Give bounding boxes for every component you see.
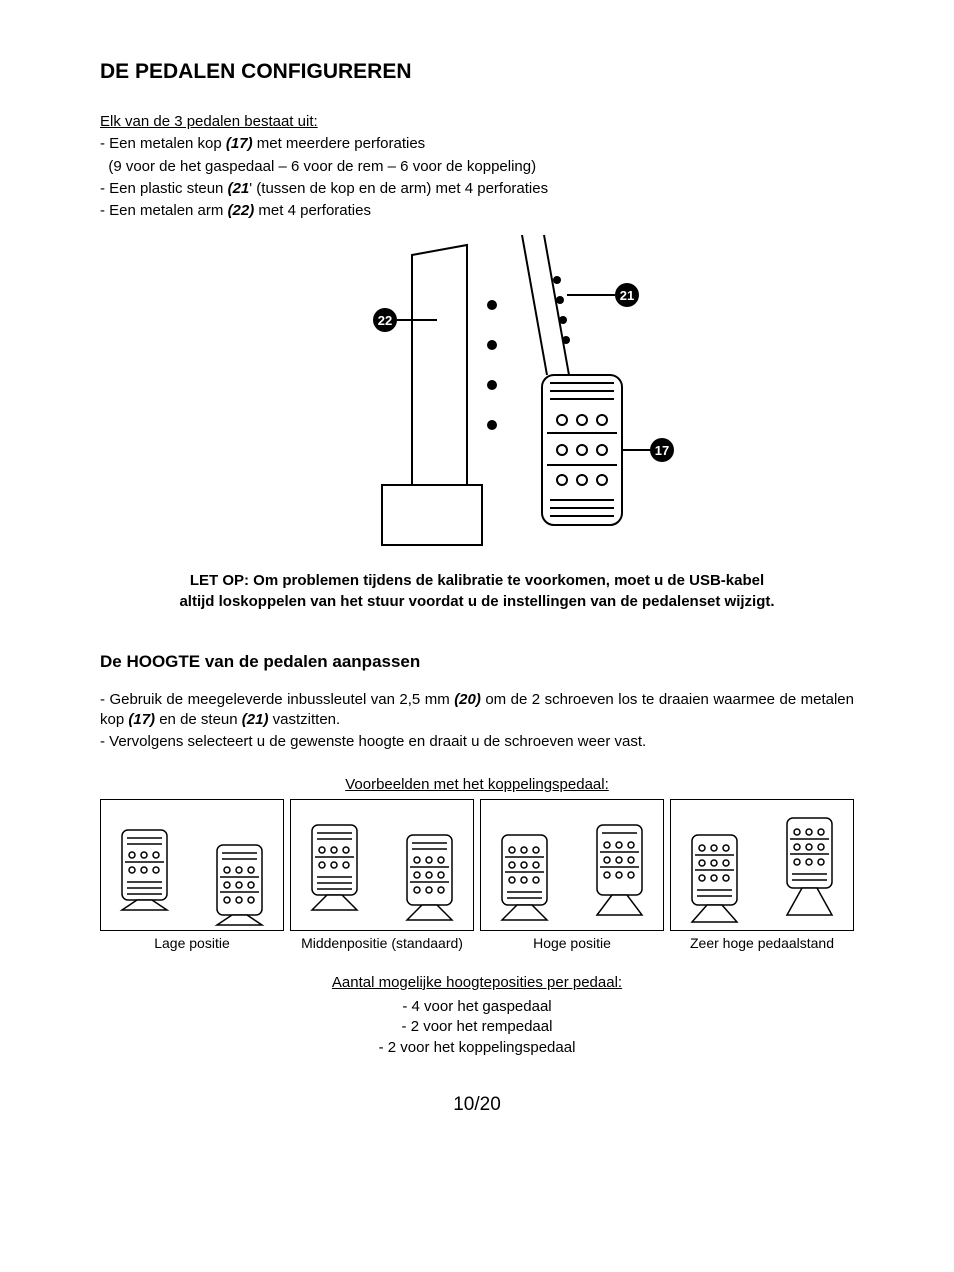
text: - Een metalen arm — [100, 202, 228, 219]
position-examples-row — [100, 799, 854, 931]
caption-mid: Middenpositie (standaard) — [290, 935, 474, 951]
ref-17: (17) — [226, 135, 253, 152]
examples-title: Voorbeelden met het koppelingspedaal: — [100, 775, 854, 795]
pedal-pair-icon — [487, 810, 657, 930]
text: - Een metalen kop — [100, 135, 226, 152]
counts-list: - 4 voor het gaspedaal - 2 voor het remp… — [100, 997, 854, 1058]
counts-title: Aantal mogelijke hoogteposities per peda… — [100, 973, 854, 993]
page-number: 10/20 — [100, 1094, 854, 1116]
ref-20: (20) — [454, 691, 481, 708]
pedal-exploded-diagram: 22 21 — [267, 225, 687, 565]
count-brake: - 2 voor het rempedaal — [100, 1017, 854, 1037]
pedal-pair-icon — [677, 810, 847, 930]
page-title: DE PEDALEN CONFIGUREREN — [100, 60, 854, 84]
notice-line-1: LET OP: Om problemen tijdens de kalibrat… — [190, 572, 764, 589]
text: met 4 perforaties — [254, 202, 371, 219]
text: en de steun — [155, 711, 242, 728]
caption-very-high: Zeer hoge pedaalstand — [670, 935, 854, 951]
body-paragraph-2: - Vervolgens selecteert u de gewenste ho… — [100, 732, 854, 752]
text: - Gebruik de meegeleverde inbussleutel v… — [100, 691, 454, 708]
position-captions: Lage positie Middenpositie (standaard) H… — [100, 935, 854, 951]
count-clutch: - 2 voor het koppelingspedaal — [100, 1038, 854, 1058]
notice-line-2: altijd loskoppelen van het stuur voordat… — [179, 593, 774, 610]
pedal-pair-icon — [297, 810, 467, 930]
caption-low: Lage positie — [100, 935, 284, 951]
callout-17-label: 17 — [655, 443, 669, 458]
bullet-1: - Een metalen kop (17) met meerdere perf… — [100, 134, 854, 154]
bullet-3: - Een metalen arm (22) met 4 perforaties — [100, 201, 854, 221]
caption-high: Hoge positie — [480, 935, 664, 951]
text: ' (tussen de kop en de arm) met 4 perfor… — [249, 180, 548, 197]
ref-17b: (17) — [128, 711, 155, 728]
bullet-2: - Een plastic steun (21' (tussen de kop … — [100, 179, 854, 199]
subheading-height: De HOOGTE van de pedalen aanpassen — [100, 652, 854, 672]
position-card-low — [100, 799, 284, 931]
text: met meerdere perforaties — [253, 135, 426, 152]
pedal-pair-icon — [107, 810, 277, 930]
position-card-very-high — [670, 799, 854, 931]
position-card-mid — [290, 799, 474, 931]
warning-notice: LET OP: Om problemen tijdens de kalibrat… — [100, 571, 854, 612]
ref-22: (22) — [228, 202, 255, 219]
text: vastzitten. — [268, 711, 340, 728]
ref-21b: (21) — [242, 711, 269, 728]
intro-section: Elk van de 3 pedalen bestaat uit: - Een … — [100, 112, 854, 221]
position-card-high — [480, 799, 664, 931]
callout-22-label: 22 — [378, 313, 392, 328]
ref-21: (21 — [228, 180, 250, 197]
count-gas: - 4 voor het gaspedaal — [100, 997, 854, 1017]
document-page: DE PEDALEN CONFIGUREREN Elk van de 3 ped… — [0, 0, 954, 1156]
body-paragraph-1: - Gebruik de meegeleverde inbussleutel v… — [100, 690, 854, 731]
intro-underlined: Elk van de 3 pedalen bestaat uit: — [100, 112, 854, 132]
text: - Een plastic steun — [100, 180, 228, 197]
callout-21-label: 21 — [620, 288, 634, 303]
bullet-1-sub: (9 voor de het gaspedaal – 6 voor de rem… — [100, 157, 854, 177]
